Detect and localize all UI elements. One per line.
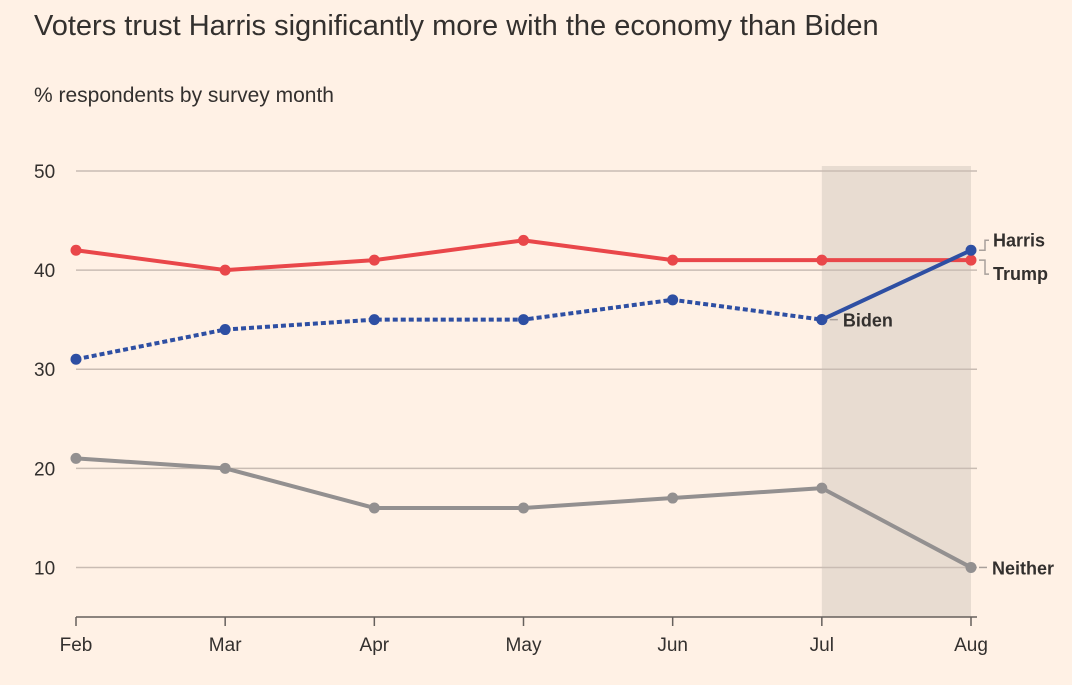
series-line-harris [820,248,972,322]
data-point-trump-jul [816,254,828,266]
series-label-neither: Neither [992,558,1054,578]
series-label-trump: Trump [993,264,1048,284]
data-point-trump-feb [70,244,82,256]
label-connector-trump [979,259,989,275]
chart-title: Voters trust Harris significantly more w… [34,10,879,42]
y-tick-label-50: 50 [34,162,55,183]
y-tick-label-10: 10 [34,558,55,579]
data-point-biden-jun [667,294,679,306]
data-point-neither-may [518,502,529,514]
data-point-trump-aug [965,254,977,266]
y-tick-label-40: 40 [34,261,55,282]
data-point-neither-feb [70,452,82,464]
x-tick-label-jun: Jun [657,635,688,656]
data-point-trump-may [518,234,529,246]
data-point-neither-apr [368,502,380,514]
highlight-band [821,166,971,617]
data-point-biden-feb [70,353,82,365]
data-point-trump-jun [667,254,679,266]
x-tick-label-feb: Feb [60,635,93,656]
data-point-biden-mar [219,324,231,336]
chart-subtitle: % respondents by survey month [34,84,334,107]
x-tick-label-mar: Mar [209,635,242,656]
series-label-harris: Harris [993,230,1045,250]
data-point-harris-aug [965,244,977,256]
data-point-neither-jul [816,482,828,494]
label-connector-harris [979,239,989,252]
y-tick-label-20: 20 [34,459,55,480]
data-point-biden-may [518,314,529,326]
series-label-biden: Biden [843,311,893,331]
data-point-neither-jun [667,492,679,504]
x-tick-label-aug: Aug [954,635,988,656]
data-point-neither-mar [219,462,231,474]
data-point-harris-jul [816,314,828,326]
data-point-trump-apr [368,254,380,266]
data-point-biden-apr [368,314,380,326]
x-tick-label-may: May [506,635,542,656]
x-tick-label-jul: Jul [810,635,834,656]
data-point-trump-mar [219,264,231,276]
series-line-biden [75,297,823,362]
data-point-neither-aug [965,561,977,573]
x-tick-label-apr: Apr [360,635,390,656]
y-tick-label-30: 30 [34,360,55,381]
